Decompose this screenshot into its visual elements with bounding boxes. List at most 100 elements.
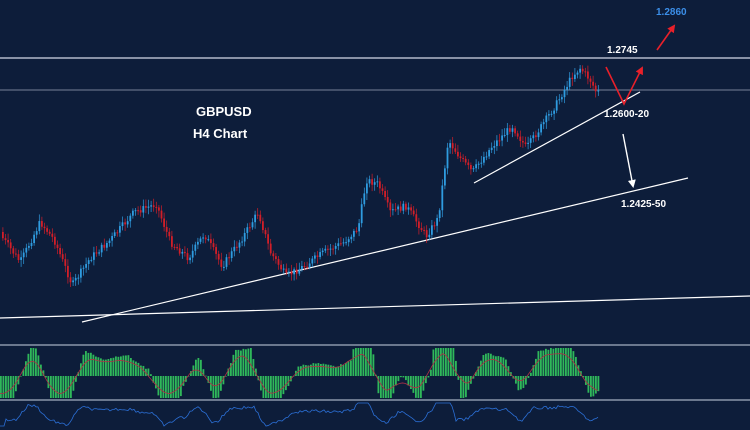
trendline-support-1-2600[interactable] [473, 91, 641, 184]
histogram-bar [302, 364, 305, 376]
histogram-bar [130, 358, 132, 376]
candle-body [9, 242, 12, 249]
histogram-bar [332, 365, 335, 376]
candle-body [397, 206, 399, 210]
histogram-bar [552, 348, 555, 376]
histogram-bar [492, 355, 495, 376]
candle-body [199, 238, 202, 242]
histogram-bar [85, 351, 87, 376]
histogram-signal-line [0, 353, 598, 395]
histogram-bar [167, 376, 170, 398]
histogram-bar [350, 360, 352, 376]
histogram-bar [525, 376, 527, 385]
long-term-trendline[interactable] [0, 295, 750, 319]
candle-body [480, 162, 483, 164]
histogram-bar [485, 353, 487, 376]
histogram-bar [425, 376, 427, 384]
candle-body [594, 85, 597, 92]
histogram-bar [462, 376, 465, 398]
candle-body [243, 232, 246, 242]
candle-body [477, 163, 480, 165]
candle-body [436, 218, 438, 226]
histogram-bar [517, 376, 520, 391]
candle-body [215, 247, 217, 254]
candle-body [371, 179, 373, 185]
histogram-bar [275, 376, 277, 398]
candle-body [288, 271, 290, 273]
histogram-bar [562, 348, 565, 376]
candle-body [451, 143, 454, 149]
histogram-bar [407, 376, 410, 386]
candle-body [277, 259, 280, 265]
trendline-support-1-2425[interactable] [81, 177, 689, 323]
candle-body [51, 233, 54, 237]
candle-body [485, 156, 488, 158]
candle-body [230, 251, 233, 259]
candle-body [12, 248, 15, 254]
candle-body [511, 128, 514, 132]
histogram-bar [447, 348, 450, 376]
histogram-bar [390, 376, 392, 398]
histogram-bar [337, 366, 340, 376]
candle-body [308, 263, 311, 268]
symbol-label: GBPUSD [196, 104, 252, 119]
candle-body [41, 221, 43, 227]
histogram-bar [62, 376, 65, 398]
candle-body [410, 207, 412, 211]
histogram-bar [115, 356, 117, 376]
candle-body [236, 246, 238, 248]
candle-body [509, 128, 511, 132]
candle-body [111, 236, 113, 241]
histogram-bar [585, 376, 587, 385]
candle-body [516, 133, 519, 137]
candle-body [405, 203, 407, 210]
candle-body [197, 241, 199, 245]
histogram-bar [465, 376, 467, 398]
histogram-bar [460, 376, 462, 398]
candle-body [54, 236, 56, 245]
histogram-bar [147, 368, 150, 376]
candle-body [210, 239, 212, 244]
candle-body [95, 252, 98, 254]
histogram-bar [280, 376, 282, 398]
projection-arrow-down [622, 133, 636, 188]
histogram-bar [397, 376, 400, 382]
histogram-bar [200, 359, 202, 376]
candle-body [30, 242, 33, 247]
timeframe-label: H4 Chart [193, 126, 248, 141]
candle-body [171, 236, 173, 247]
candle-body [376, 181, 379, 183]
candle-body [35, 231, 38, 235]
histogram-bar [212, 376, 215, 398]
candle-body [579, 68, 581, 73]
histogram-bar [20, 376, 22, 377]
projection-arrow-target-1-2860 [656, 24, 676, 51]
candle-body [535, 135, 537, 138]
candle-body [186, 253, 189, 261]
candle-body [324, 248, 327, 251]
candle-body [87, 260, 90, 264]
candle-body [353, 230, 355, 237]
histogram-bar [357, 348, 360, 376]
histogram-bar [355, 348, 357, 376]
candle-body [329, 248, 332, 250]
candle-body [571, 77, 574, 80]
histogram-bar [437, 348, 440, 376]
histogram-bar [207, 376, 210, 383]
candle-body [93, 252, 95, 260]
histogram-bar [47, 376, 50, 389]
histogram-bar [117, 356, 120, 376]
candle-body [342, 242, 345, 244]
histogram-bar [400, 376, 402, 378]
histogram-bar [442, 348, 445, 376]
histogram-bar [0, 376, 2, 398]
histogram-bar [217, 376, 220, 398]
histogram-bar [77, 372, 80, 376]
candle-body [545, 115, 548, 123]
candle-body [100, 244, 103, 253]
candle-body [553, 110, 555, 114]
histogram-bar [335, 367, 337, 376]
candle-body [522, 140, 524, 143]
candle-body [464, 158, 467, 163]
